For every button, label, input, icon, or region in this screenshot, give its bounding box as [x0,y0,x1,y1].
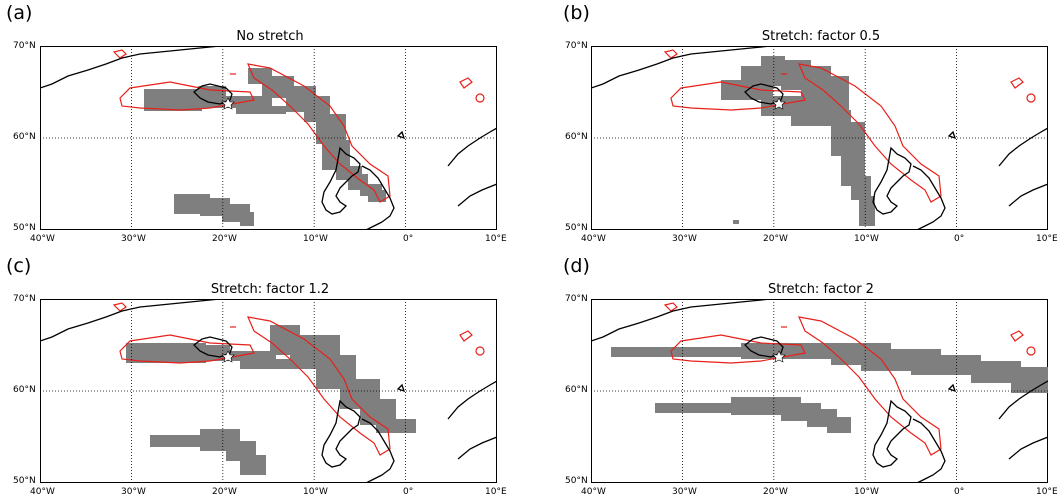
lon-label-30w: 30°W [672,487,697,497]
lon-label-10e: 10°E [1036,487,1058,497]
lat-label-50: 50°N [565,476,588,486]
panel-b-letter: (b) [563,2,590,24]
lat-label-60: 60°N [565,132,588,142]
coastline [591,299,1048,483]
coastline [40,299,497,483]
panel-c-letter: (c) [6,255,32,277]
plume [126,325,416,475]
lat-label-70: 70°N [13,294,36,304]
map-panel-d [591,299,1048,483]
lon-label-20w: 20°W [763,487,788,497]
emission-contour [112,302,485,456]
lon-label-10w: 10°W [303,234,328,244]
lon-label-40w: 40°W [30,234,55,244]
lon-label-0: 0° [954,487,965,497]
lon-label-30w: 30°W [121,487,146,497]
panel-a-letter: (a) [6,2,33,24]
lon-label-0: 0° [403,234,414,244]
plume [611,343,1048,433]
lon-label-10w: 10°W [854,234,879,244]
lat-label-70: 70°N [565,294,588,304]
map-panel-c [40,299,497,483]
lon-label-10e: 10°E [485,487,507,497]
panel-a-title: No stretch [236,29,304,44]
graticule [40,299,497,483]
plume [144,68,386,226]
lon-label-0: 0° [403,487,414,497]
lat-label-50: 50°N [13,476,36,486]
lon-label-40w: 40°W [581,487,606,497]
graticule [591,299,1048,483]
lat-label-50: 50°N [13,223,36,233]
vent-star-marker [221,350,235,363]
graticule [40,46,497,230]
vent-star-marker [772,350,786,363]
lon-label-30w: 30°W [672,234,697,244]
vent-star-marker [221,97,235,110]
panel-d-letter: (d) [563,255,590,277]
lat-label-70: 70°N [565,41,588,51]
lon-label-20w: 20°W [212,487,237,497]
lon-label-40w: 40°W [30,487,55,497]
lat-label-50: 50°N [565,223,588,233]
lat-label-60: 60°N [13,132,36,142]
lon-label-30w: 30°W [121,234,146,244]
lon-label-20w: 20°W [763,234,788,244]
emission-contour [663,49,1036,203]
plume [721,56,875,226]
map-panel-b [591,46,1048,230]
map-panel-a [40,46,497,230]
emission-contour [112,49,485,203]
lon-label-20w: 20°W [212,234,237,244]
panel-d-title: Stretch: factor 2 [768,282,874,297]
coastline [40,46,497,230]
panel-c-title: Stretch: factor 1.2 [210,282,330,297]
lon-label-10e: 10°E [485,234,507,244]
lat-label-70: 70°N [13,41,36,51]
emission-contour [663,302,1036,456]
lon-label-40w: 40°W [581,234,606,244]
coastline [591,46,1048,230]
lon-label-10w: 10°W [854,487,879,497]
lon-label-10w: 10°W [303,487,328,497]
vent-star-marker [772,97,786,110]
lon-label-0: 0° [954,234,965,244]
lon-label-10e: 10°E [1036,234,1058,244]
lat-label-60: 60°N [565,385,588,395]
lat-label-60: 60°N [13,385,36,395]
graticule [591,46,1048,230]
panel-b-title: Stretch: factor 0.5 [761,29,881,44]
